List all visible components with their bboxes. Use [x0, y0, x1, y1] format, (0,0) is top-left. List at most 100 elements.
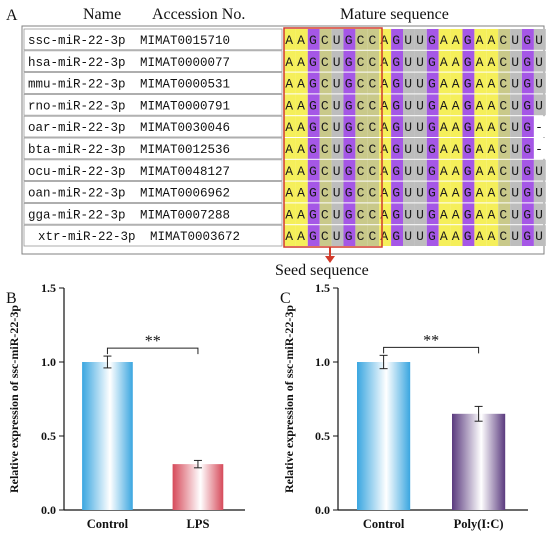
- nucleotide-letter: G: [523, 229, 531, 244]
- nucleotide-letter: G: [464, 77, 472, 92]
- alignment-row-label-cell: [23, 202, 283, 225]
- nucleotide-cell: [414, 94, 427, 116]
- nucleotide-letter: A: [297, 186, 305, 201]
- nucleotide-cell: [450, 138, 463, 159]
- nucleotide-cell: [498, 72, 511, 94]
- nucleotide-cell: [355, 138, 368, 159]
- nucleotide-letter: C: [357, 55, 365, 70]
- nucleotide-letter: U: [535, 98, 543, 113]
- nucleotide-letter: U: [535, 186, 543, 201]
- nucleotide-letter: U: [333, 98, 341, 113]
- nucleotide-cell: [343, 203, 356, 225]
- nucleotide-letter: C: [321, 186, 329, 201]
- nucleotide-cell: [438, 181, 451, 203]
- nucleotide-cell: [414, 138, 427, 159]
- nucleotide-letter: G: [523, 120, 531, 135]
- nucleotide-cell: [391, 116, 403, 137]
- nucleotide-cell: [486, 116, 499, 137]
- nucleotide-cell: [498, 138, 511, 159]
- nucleotide-letter: A: [452, 229, 460, 244]
- nucleotide-letter: C: [369, 186, 377, 201]
- nucleotide-cell: [486, 159, 499, 181]
- alignment-rows: ssc-miR-22-3p MIMAT0015710 hsa-miR-22-3p MI…: [23, 28, 283, 247]
- nucleotide-letter: G: [309, 229, 317, 244]
- nucleotide-cell: [474, 29, 487, 50]
- nucleotide-letter: A: [380, 207, 388, 222]
- nucleotide-cell: [510, 203, 522, 225]
- nucleotide-letter: G: [345, 120, 353, 135]
- nucleotide-cell: [426, 29, 439, 50]
- nucleotide-cell: [474, 72, 487, 94]
- nucleotide-letter: A: [452, 164, 460, 179]
- mirna-name: mmu-miR-22-3p: [28, 78, 126, 92]
- nucleotide-cell: [284, 116, 296, 137]
- nucleotide-cell: [510, 116, 522, 137]
- nucleotide-letter: A: [297, 142, 305, 157]
- significance-bracket: [106, 347, 199, 355]
- nucleotide-letter: A: [440, 120, 448, 135]
- nucleotide-letter: A: [297, 164, 305, 179]
- nucleotide-cell: [319, 29, 332, 50]
- nucleotide-cell: [450, 72, 463, 94]
- nucleotide-letter: C: [499, 142, 507, 157]
- nucleotide-cell: [426, 203, 439, 225]
- y-tick-label: 1.5: [315, 281, 330, 295]
- nucleotide-cell: [414, 181, 427, 203]
- nucleotide-cell: [462, 72, 475, 94]
- nucleotide-cell: [438, 159, 451, 181]
- nucleotide-cell: [474, 225, 487, 246]
- nucleotide-letter: A: [440, 33, 448, 48]
- nucleotide-letter: G: [523, 55, 531, 70]
- nucleotide-letter: A: [285, 77, 293, 92]
- nucleotide-letter: U: [333, 77, 341, 92]
- nucleotide-cell: [450, 159, 463, 181]
- chart-b: B 0.0 0.5 1.0 1.5 Relative expression of ssc-…: [6, 281, 245, 531]
- nucleotide-letter: U: [404, 33, 412, 48]
- nucleotide-cell: [403, 29, 415, 50]
- nucleotide-cell: [498, 29, 511, 50]
- nucleotide-cell: [284, 225, 296, 246]
- nucleotide-cell: [474, 181, 487, 203]
- nucleotide-letter: G: [392, 33, 400, 48]
- header-mature-sequence: Mature sequence: [340, 6, 449, 23]
- nucleotide-cell: [295, 203, 308, 225]
- nucleotide-letter: U: [416, 207, 424, 222]
- nucleotide-cell: [414, 72, 427, 94]
- nucleotide-cell: [331, 29, 344, 50]
- nucleotide-cell: [474, 138, 487, 159]
- nucleotide-cell: [307, 225, 320, 246]
- bar-control: [357, 362, 411, 510]
- nucleotide-cell: [391, 72, 403, 94]
- nucleotide-letter: U: [416, 33, 424, 48]
- nucleotide-letter: G: [428, 33, 436, 48]
- nucleotide-letter: A: [452, 120, 460, 135]
- nucleotide-letter: C: [321, 98, 329, 113]
- nucleotide-letter: G: [345, 229, 353, 244]
- nucleotide-cell: [295, 29, 308, 50]
- nucleotide-cell: [284, 181, 296, 203]
- nucleotide-cell: [403, 181, 415, 203]
- accession-number: MIMAT0006962: [140, 187, 230, 201]
- nucleotide-cell: [533, 94, 546, 116]
- nucleotide-letter: U: [511, 186, 519, 201]
- nucleotide-letter: A: [285, 33, 293, 48]
- nucleotide-cell: [403, 72, 415, 94]
- nucleotide-letter: A: [488, 98, 496, 113]
- nucleotide-letter: U: [535, 77, 543, 92]
- nucleotide-letter: U: [511, 207, 519, 222]
- nucleotide-letter: G: [464, 186, 472, 201]
- nucleotide-cell: [331, 138, 344, 159]
- nucleotide-cell: [438, 50, 451, 72]
- nucleotide-cell: [379, 181, 392, 203]
- nucleotide-letter: U: [404, 55, 412, 70]
- nucleotide-letter: A: [476, 120, 484, 135]
- accession-number: MIMAT0030046: [140, 121, 230, 135]
- nucleotide-letter: U: [333, 186, 341, 201]
- nucleotide-cell: [307, 29, 320, 50]
- nucleotide-cell: [367, 181, 380, 203]
- nucleotide-letter: U: [416, 98, 424, 113]
- nucleotide-cell: [307, 72, 320, 94]
